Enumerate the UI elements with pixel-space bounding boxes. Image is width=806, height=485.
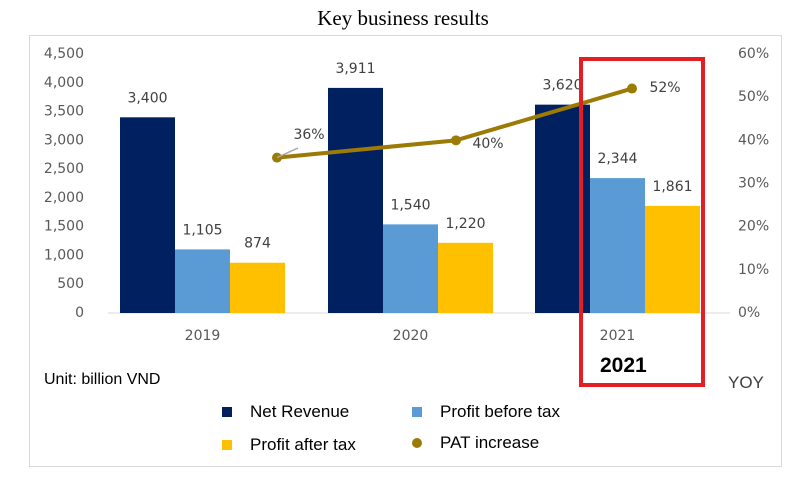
y2-tick-label: 40% bbox=[738, 132, 769, 148]
legend-label-net-revenue: Net Revenue bbox=[250, 402, 350, 421]
y-tick-label: 1,500 bbox=[44, 219, 84, 235]
legend-dot-pat-increase bbox=[412, 438, 422, 448]
line-label-pat-increase-2020: 40% bbox=[472, 136, 503, 152]
legend-item-profit-before-tax: Profit before tax bbox=[412, 402, 560, 422]
highlight-label: 2021 bbox=[600, 354, 647, 377]
bar-label-profit-after-tax-2021: 1,861 bbox=[652, 179, 692, 195]
line-label-pat-increase-2019: 36% bbox=[293, 127, 324, 143]
y-tick-label: 1,000 bbox=[44, 247, 84, 263]
bar-label-profit-after-tax-2019: 874 bbox=[244, 236, 271, 252]
y2-tick-label: 30% bbox=[738, 176, 769, 192]
chart-frame bbox=[29, 35, 782, 467]
y-tick-label: 4,500 bbox=[44, 46, 84, 62]
point-pat-increase-2020 bbox=[451, 135, 461, 146]
x-tick-label-2019: 2019 bbox=[185, 328, 221, 344]
bar-profit-before-tax-2020 bbox=[383, 224, 438, 313]
legend-item-net-revenue: Net Revenue bbox=[222, 402, 349, 422]
bar-label-net-revenue-2021: 3,620 bbox=[542, 78, 582, 94]
legend-swatch-profit-after-tax bbox=[222, 440, 232, 450]
bar-label-net-revenue-2019: 3,400 bbox=[127, 90, 167, 106]
bar-label-profit-before-tax-2020: 1,540 bbox=[390, 197, 430, 213]
legend-item-pat-increase: PAT increase bbox=[412, 433, 539, 453]
legend-swatch-profit-before-tax bbox=[412, 407, 422, 417]
unit-note: Unit: billion VND bbox=[44, 371, 161, 388]
y-tick-label: 3,000 bbox=[44, 132, 84, 148]
chart-title: Key business results bbox=[317, 6, 489, 30]
y2-tick-label: 60% bbox=[738, 46, 769, 62]
y-tick-label: 3,500 bbox=[44, 104, 84, 120]
bar-net-revenue-2019 bbox=[120, 117, 175, 313]
x-tick-label-2021: 2021 bbox=[600, 328, 636, 344]
y-tick-label: 2,500 bbox=[44, 161, 84, 177]
y-tick-label: 4,000 bbox=[44, 75, 84, 91]
y2-tick-label: 20% bbox=[738, 219, 769, 235]
y2-tick-label: 50% bbox=[738, 89, 769, 105]
y2-tick-label: 0% bbox=[738, 305, 760, 321]
x-tick-label-2020: 2020 bbox=[393, 328, 429, 344]
bar-profit-after-tax-2020 bbox=[438, 242, 493, 313]
legend-swatch-net-revenue bbox=[222, 407, 232, 417]
bar-label-profit-before-tax-2021: 2,344 bbox=[597, 151, 637, 167]
bar-profit-before-tax-2021 bbox=[590, 178, 645, 313]
legend-label-profit-before-tax: Profit before tax bbox=[440, 402, 561, 421]
legend-label-profit-after-tax: Profit after tax bbox=[250, 435, 356, 454]
bar-profit-before-tax-2019 bbox=[175, 249, 230, 313]
y2-tick-label: 10% bbox=[738, 262, 769, 278]
legend-item-profit-after-tax: Profit after tax bbox=[222, 435, 356, 455]
leader-line-pat-2019 bbox=[276, 147, 299, 159]
y-tick-label: 0 bbox=[75, 305, 84, 321]
bar-profit-after-tax-2019 bbox=[230, 262, 285, 313]
y-tick-label: 500 bbox=[57, 276, 84, 292]
bar-label-net-revenue-2020: 3,911 bbox=[335, 61, 375, 77]
highlight-box-2021 bbox=[579, 57, 705, 387]
secondary-axis-label: YOY bbox=[728, 373, 764, 392]
legend-label-pat-increase: PAT increase bbox=[440, 433, 540, 452]
bar-label-profit-before-tax-2019: 1,105 bbox=[182, 222, 222, 238]
bar-profit-after-tax-2021 bbox=[645, 205, 700, 313]
bar-label-profit-after-tax-2020: 1,220 bbox=[445, 216, 485, 232]
bar-net-revenue-2020 bbox=[328, 87, 383, 313]
point-pat-increase-2021 bbox=[627, 83, 637, 94]
y-tick-label: 2,000 bbox=[44, 190, 84, 206]
line-label-pat-increase-2021: 52% bbox=[649, 80, 680, 96]
